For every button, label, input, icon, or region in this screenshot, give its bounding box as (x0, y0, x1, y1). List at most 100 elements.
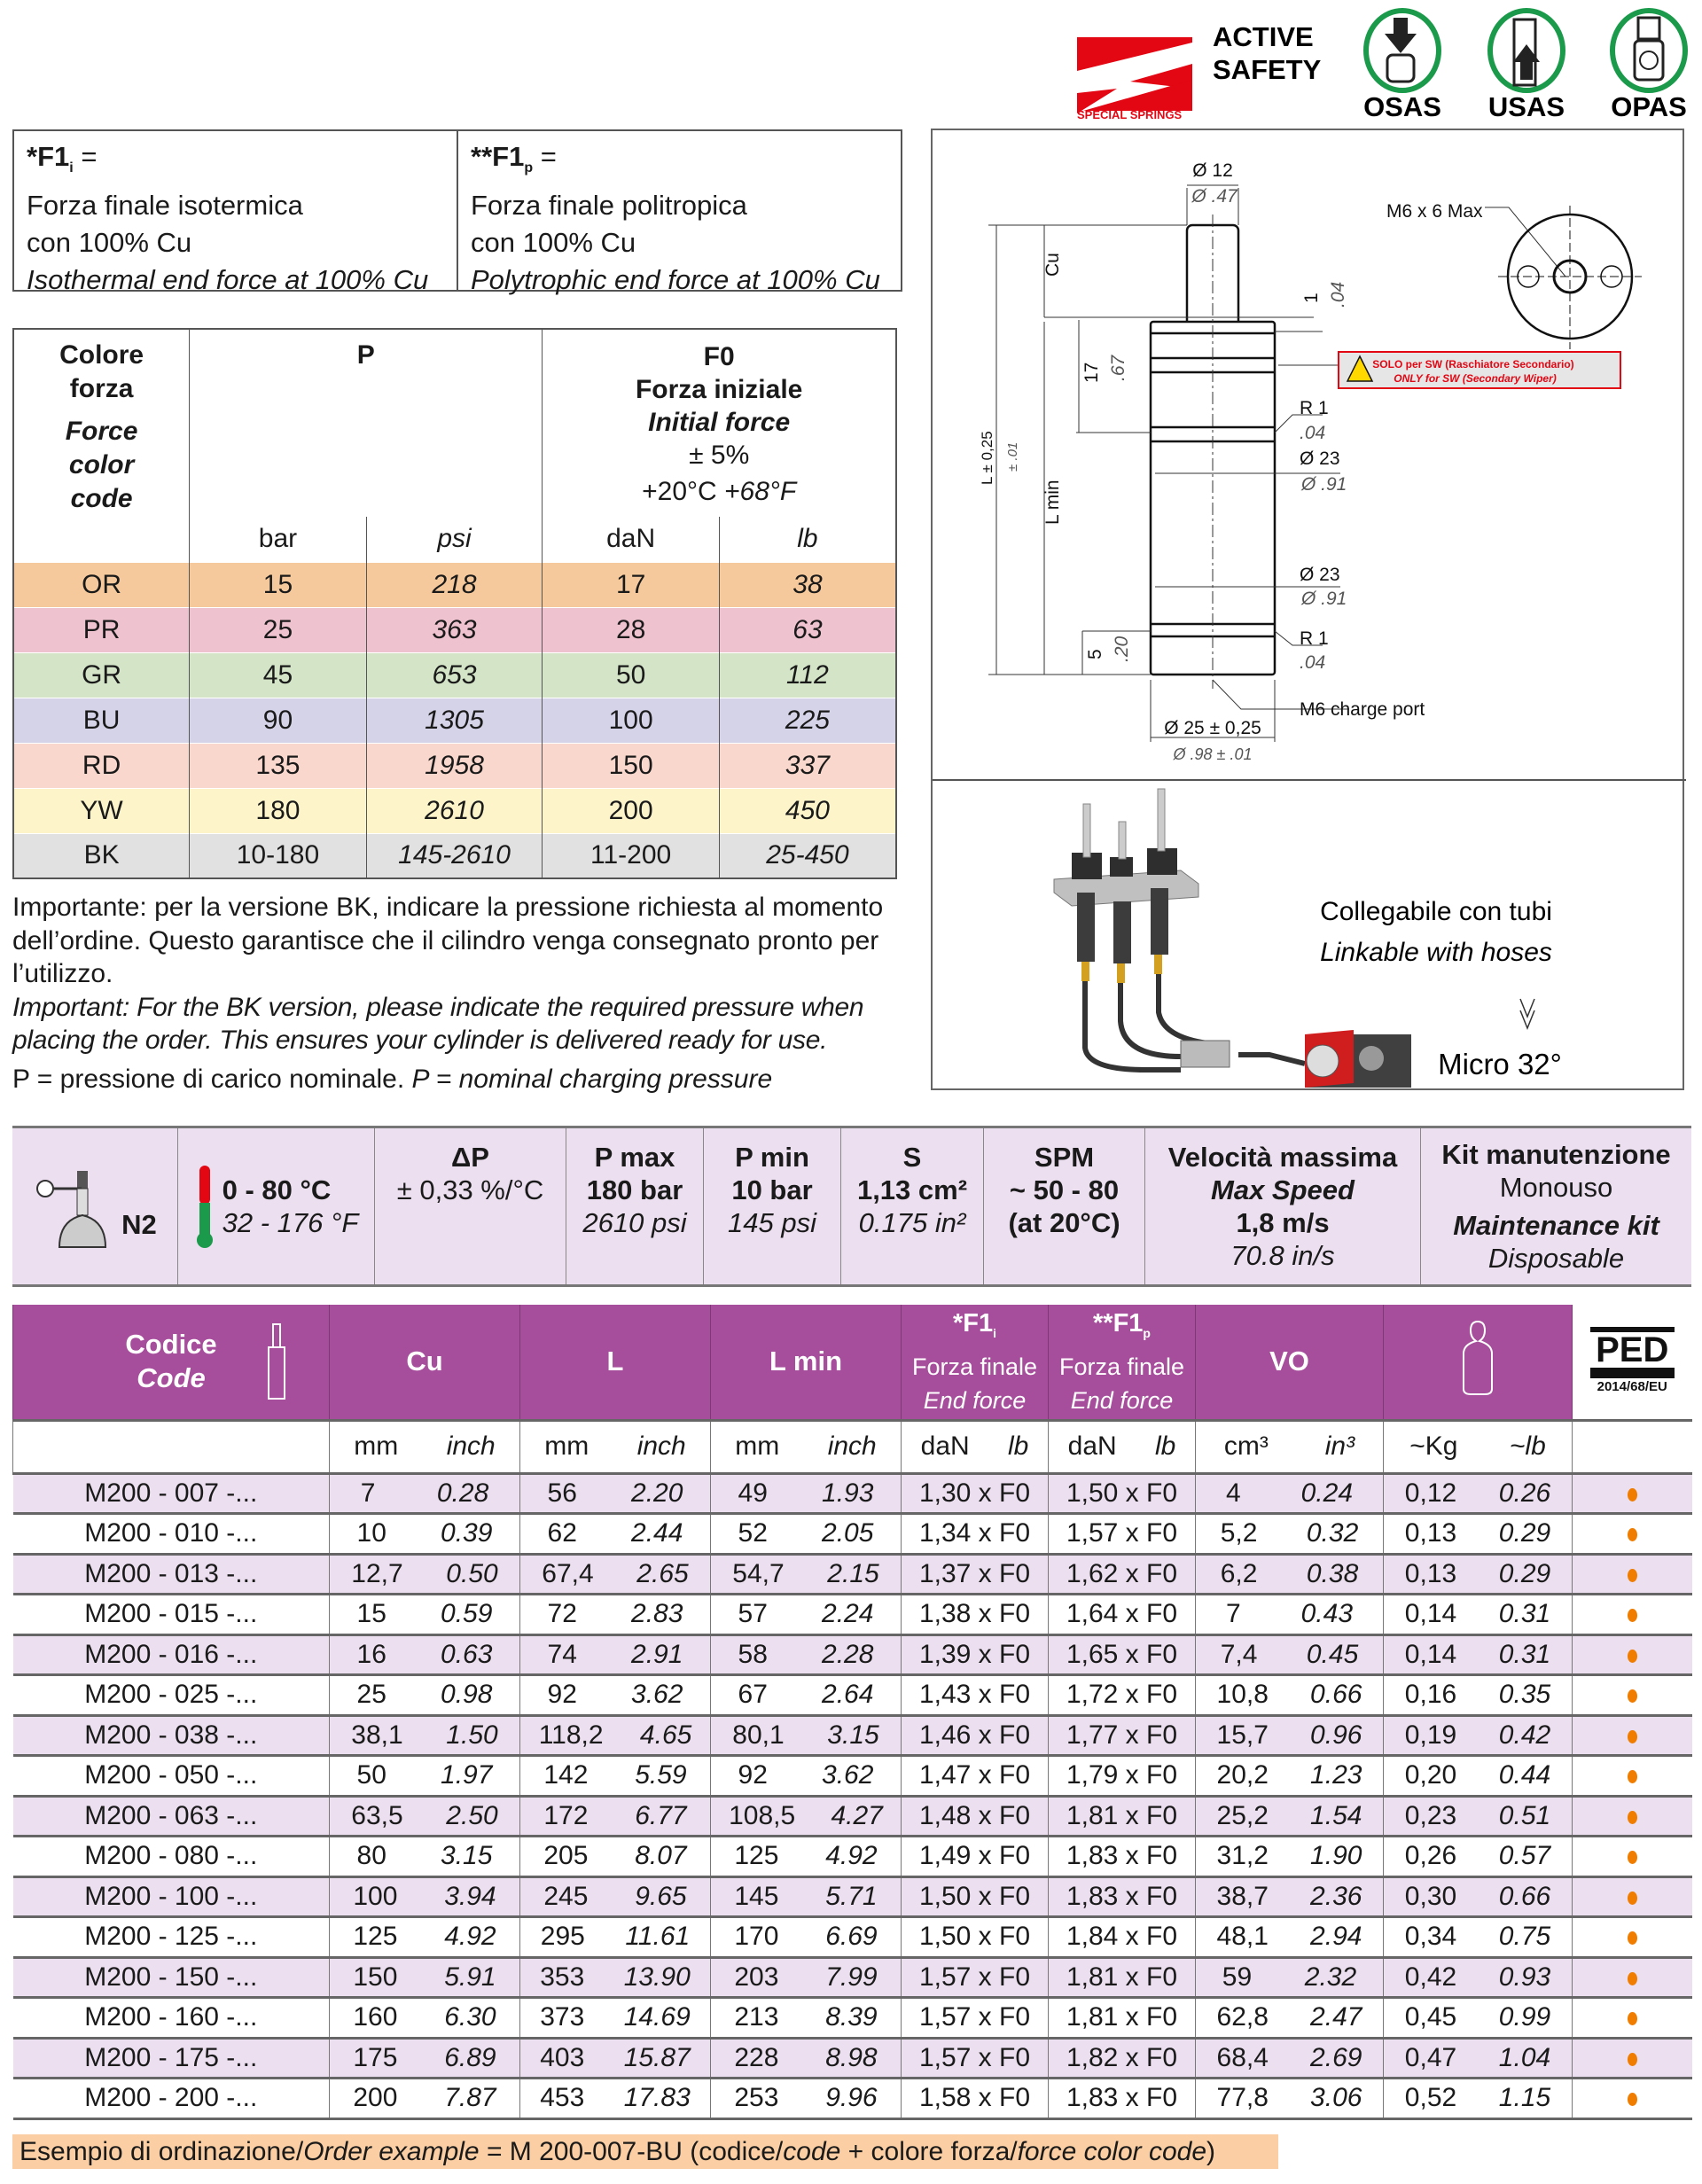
cell-pair: 0,19 0.42 (1383, 1715, 1573, 1757)
length-label: L ± 0,25 (979, 431, 995, 485)
cell-value: 1.90 (1310, 1841, 1362, 1871)
cell-force: 1,39 x F0 (901, 1634, 1049, 1676)
label-it: Forza finale (1058, 1353, 1185, 1380)
cell-pair: 38,1 1.50 (329, 1715, 520, 1757)
table-row: M200 - 010 -... 10 0.39 62 2.44 52 2.05 1,34 x … (12, 1513, 1692, 1556)
cell-value: 100 (353, 1881, 398, 1911)
header-initial-force: F0 Forza iniziale Initial force ± 5% +20… (542, 329, 896, 517)
cell-force: 1,58 x F0 (901, 2078, 1049, 2120)
cell-value: 1,83 x F0 (1066, 2083, 1178, 2113)
cell-value: 0.29 (1498, 1558, 1551, 1588)
cell-value: 1,81 x F0 (1066, 1800, 1178, 1830)
warning-sw-only: SOLO per SW (Raschiatore Secondario) ONL… (1338, 351, 1621, 389)
ped-dot-icon (1627, 1729, 1637, 1743)
cell-ped (1572, 1513, 1692, 1556)
cell-force: 1,46 x F0 (901, 1715, 1049, 1757)
cell-force: 1,50 x F0 (901, 1876, 1049, 1918)
cell-value: 62,8 (1216, 2002, 1269, 2032)
cell-value: 48,1 (1216, 1922, 1269, 1952)
cell-pair: 80 3.15 (329, 1836, 520, 1878)
force-row-or: OR 15 218 17 38 (13, 561, 896, 607)
cell-value: 125 (734, 1841, 779, 1871)
cell-value: 108,5 (729, 1800, 796, 1830)
definition-en: Isothermal end force at 100% Cu (27, 264, 429, 296)
charge-port-label: M6 charge port (1300, 699, 1425, 720)
logo-text: SPECIAL SPRINGS (1077, 108, 1183, 121)
text: force color code (1017, 2137, 1207, 2166)
label: P max (594, 1142, 675, 1173)
cell-force: 1,49 x F0 (901, 1836, 1049, 1878)
cell-pair: 52 2.05 (710, 1513, 902, 1556)
cell-pair: 68,4 2.69 (1195, 2038, 1384, 2079)
definition-it: Forza finale politropica (471, 190, 747, 222)
cell-dan: 150 (542, 742, 720, 788)
cell-value: 67 (738, 1680, 768, 1710)
cell-value: 1,34 x F0 (918, 1518, 1031, 1548)
cell-value: 253 (734, 2083, 779, 2113)
cell-code: M200 - 050 -... (12, 1755, 330, 1798)
definition-isothermal: *F1i = Forza finale isotermica con 100% … (14, 131, 457, 295)
cell-value: 373 (540, 2002, 585, 2032)
label: color (68, 450, 135, 480)
cell-psi: 363 (365, 606, 543, 652)
cell-code: OR (13, 561, 190, 607)
cell-value: 205 (543, 1841, 589, 1871)
cell-pair: 25,2 1.54 (1195, 1796, 1384, 1837)
value: 1,8 m/s (1236, 1207, 1330, 1238)
dim-17-in: .67 (1108, 354, 1128, 381)
cell-force: 1,30 x F0 (901, 1473, 1049, 1515)
table-row: M200 - 100 -... 100 3.94 245 9.65 145 5.71 1,50… (12, 1876, 1692, 1918)
cell-code: M200 - 063 -... (12, 1796, 330, 1837)
cell-value: 0,52 (1404, 2083, 1457, 2113)
cell-pair: 7 0.43 (1195, 1594, 1384, 1636)
cell-pair: 453 17.83 (519, 2078, 711, 2120)
table-row: M200 - 007 -... 7 0.28 56 2.20 49 1.93 1,30 x F… (12, 1473, 1692, 1515)
body-diameter-bottom: Ø 23 (1300, 565, 1340, 585)
ped-dot-icon (1627, 1971, 1637, 1985)
cell-force: 1,57 x F0 (901, 2038, 1049, 2079)
cell-bar: 25 (189, 606, 367, 652)
thermometer-icon (196, 1166, 213, 1248)
table-row: M200 - 063 -... 63,5 2.50 172 6.77 108,5 4.27 1… (12, 1796, 1692, 1837)
cell-code: M200 - 125 -... (12, 1916, 330, 1959)
symbol: *F1 (952, 1308, 994, 1338)
cell-pair: 0,30 0.66 (1383, 1876, 1573, 1918)
cell-bar: 45 (189, 651, 367, 698)
value: 1,13 cm² (856, 1174, 968, 1205)
text: + colore forza/ (840, 2137, 1018, 2166)
cell-pair: 295 11.61 (519, 1916, 711, 1959)
tagline-line2: SAFETY (1213, 54, 1322, 85)
force-row-rd: RD 135 1958 150 337 (13, 742, 896, 788)
cu-label: Cu (1042, 253, 1063, 277)
cell-pair: 5,2 0.32 (1195, 1513, 1384, 1556)
linkable-text-it: Collegabile con tubi (1320, 897, 1552, 926)
cell-pair: 0,20 0.44 (1383, 1755, 1573, 1798)
warning-text-it: SOLO per SW (Raschiatore Secondario) (1372, 358, 1573, 370)
unit: cm³ (1223, 1431, 1269, 1461)
table-row: M200 - 160 -... 160 6.30 373 14.69 213 8.39 1,5… (12, 1997, 1692, 2040)
warning-icon (1346, 355, 1374, 382)
cell-pair: 10,8 0.66 (1195, 1674, 1384, 1717)
cell-bar: 10-180 (189, 832, 367, 878)
cell-value: 1,50 x F0 (918, 1922, 1031, 1952)
cell-psi: 145-2610 (365, 832, 543, 878)
ped-dot-icon (1627, 1528, 1637, 1542)
dim-17: 17 (1081, 363, 1102, 383)
cell-pair: 58 2.28 (710, 1634, 902, 1676)
cell-value: 38,7 (1216, 1881, 1269, 1911)
cell-value: 2.69 (1310, 2042, 1362, 2072)
header-code: Codice Code (12, 1305, 330, 1420)
cell-pair: 67 2.64 (710, 1674, 902, 1717)
cell-value: 8.07 (635, 1841, 687, 1871)
cell-ped (1572, 1554, 1692, 1595)
unit: mm (544, 1431, 589, 1461)
cell-force: 1,34 x F0 (901, 1513, 1049, 1556)
cell-value: 1,84 x F0 (1066, 1922, 1178, 1952)
cell-value: 1,58 x F0 (918, 2083, 1031, 2113)
unit: ~lb (1509, 1431, 1546, 1461)
cell-pair: 54,7 2.15 (710, 1554, 902, 1595)
cell-value: 6.69 (825, 1922, 878, 1952)
cell-value: 0.38 (1306, 1558, 1359, 1588)
cell-value: 8.39 (825, 2002, 878, 2032)
badge-usas-label: USAS (1488, 91, 1565, 122)
